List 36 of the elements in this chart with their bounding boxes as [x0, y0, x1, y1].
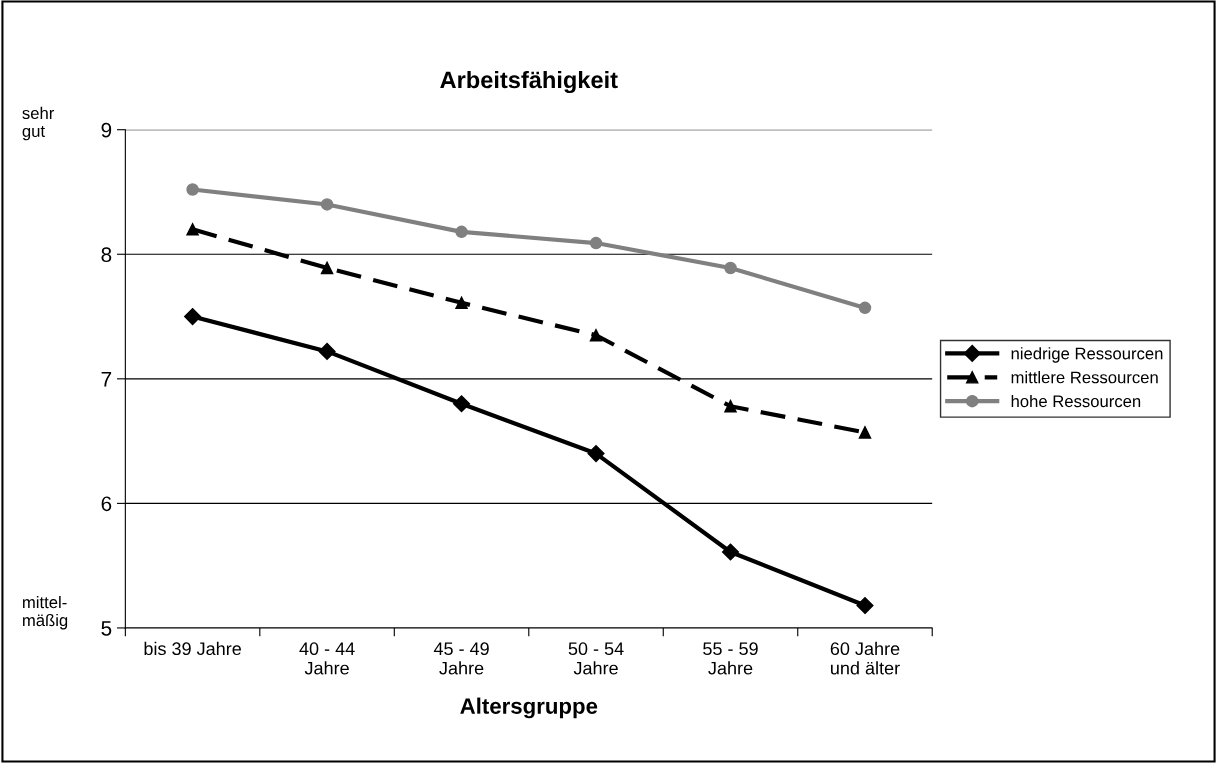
x-tick-label: 45 - 49 Jahre [433, 642, 489, 675]
x-tick-label: 60 Jahre und älter [830, 641, 900, 675]
point [858, 301, 872, 315]
point [320, 198, 334, 211]
text: sehr gut [22, 106, 55, 141]
point [587, 445, 605, 463]
point [724, 399, 737, 413]
point [858, 426, 872, 439]
point [856, 596, 874, 615]
x-tick-label: 55 - 59 Jahre [703, 642, 758, 675]
y-tick-label: 7 [101, 372, 112, 387]
point [455, 225, 468, 239]
x-axis-title: Altersgruppe [460, 697, 598, 719]
point [455, 296, 468, 310]
y-tick-label: 9 [101, 122, 112, 138]
point [186, 223, 199, 236]
legend-label: niedrige Ressourcen [1011, 347, 1163, 363]
point [724, 261, 737, 275]
y-tick-label: 5 [101, 621, 112, 636]
x-tick-label: 40 - 44 Jahre [299, 642, 355, 675]
y-tick-label: 6 [101, 496, 112, 512]
point [186, 183, 199, 196]
chart-title: Arbeitsfähigkeit [440, 70, 618, 94]
legend-label: mittlere Ressourcen [1011, 371, 1158, 384]
point [320, 261, 334, 275]
point [318, 342, 336, 360]
point [721, 543, 740, 561]
x-tick-label: 50 - 54 Jahre [568, 642, 624, 675]
legend-label: hohe Ressourcen [1011, 394, 1141, 408]
y-tick-label: 8 [101, 247, 112, 263]
point [589, 236, 603, 250]
x-tick-label: bis 39 Jahre [144, 641, 241, 656]
text: mittel- mäßig [23, 595, 68, 630]
point [184, 307, 202, 326]
point [452, 395, 471, 413]
point [589, 328, 603, 342]
